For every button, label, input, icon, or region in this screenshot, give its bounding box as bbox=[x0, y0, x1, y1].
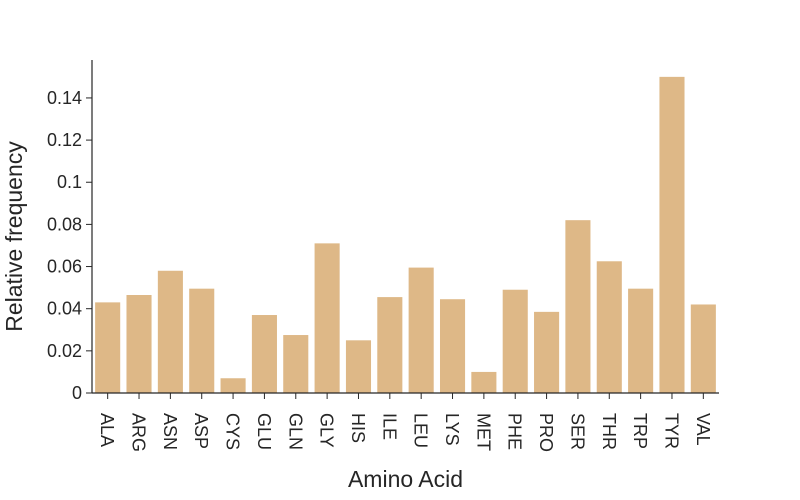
y-tick-label: 0.1 bbox=[57, 172, 82, 192]
x-tick-label: SER bbox=[567, 413, 587, 450]
x-tick-label: VAL bbox=[693, 413, 713, 446]
x-tick-label: HIS bbox=[348, 413, 368, 443]
y-axis-title: Relative frequency bbox=[1, 141, 27, 332]
y-tick-label: 0.02 bbox=[47, 341, 82, 361]
y-tick-label: 0.14 bbox=[47, 88, 82, 108]
x-tick-label: ALA bbox=[97, 413, 117, 447]
x-tick-label: LEU bbox=[411, 413, 431, 448]
bar-gly bbox=[314, 243, 340, 393]
bar-cys bbox=[220, 378, 246, 393]
x-tick-label: TYR bbox=[661, 413, 681, 449]
x-axis-title: Amino Acid bbox=[348, 466, 463, 492]
bar-his bbox=[345, 340, 372, 393]
bar-val bbox=[690, 304, 716, 393]
bar-tyr bbox=[659, 76, 685, 394]
y-tick-label: 0.12 bbox=[47, 130, 82, 150]
bar-ile bbox=[377, 297, 403, 393]
bar-glu bbox=[251, 315, 277, 393]
bar-asn bbox=[157, 270, 183, 393]
bar-gln bbox=[283, 335, 309, 393]
bar-pro bbox=[534, 311, 560, 393]
x-tick-label: ARG bbox=[129, 413, 149, 452]
bar-trp bbox=[628, 288, 654, 393]
bar-arg bbox=[126, 295, 152, 393]
bar-thr bbox=[596, 261, 622, 393]
bar-lys bbox=[439, 299, 466, 393]
y-tick-label: 0.06 bbox=[47, 257, 82, 277]
bars-group bbox=[95, 76, 716, 394]
bar-leu bbox=[408, 267, 434, 393]
y-tick-label: 0 bbox=[72, 383, 82, 403]
x-tick-label: LYS bbox=[442, 413, 462, 446]
x-axis: ALA ARG ASN ASP CYS GLU GLN GLY HIS ILE LEU LYS MET P… bbox=[92, 392, 719, 452]
x-tick-label: PHE bbox=[505, 413, 525, 450]
x-tick-label: ASP bbox=[191, 413, 211, 449]
x-tick-label: TRP bbox=[630, 413, 650, 449]
x-tick-label: ASN bbox=[160, 413, 180, 450]
x-tick-label: MET bbox=[473, 413, 493, 451]
x-tick-label: PRO bbox=[536, 413, 556, 452]
x-tick-label: THR bbox=[599, 413, 619, 450]
bar-asp bbox=[189, 288, 215, 393]
x-tick-label: GLY bbox=[317, 413, 337, 448]
bar-met bbox=[471, 371, 497, 393]
y-tick-label: 0.04 bbox=[47, 299, 82, 319]
y-axis: 0 0.02 0.04 0.06 0.08 0.1 0.12 0.14 bbox=[47, 60, 93, 403]
y-tick-label: 0.08 bbox=[47, 214, 82, 234]
bar-ser bbox=[565, 220, 591, 393]
bar-ala bbox=[95, 302, 121, 393]
x-tick-label: GLN bbox=[285, 413, 305, 450]
bar-phe bbox=[502, 289, 528, 393]
x-tick-label: ILE bbox=[379, 413, 399, 440]
x-tick-label: CYS bbox=[223, 413, 243, 450]
x-tick-label: GLU bbox=[254, 413, 274, 450]
